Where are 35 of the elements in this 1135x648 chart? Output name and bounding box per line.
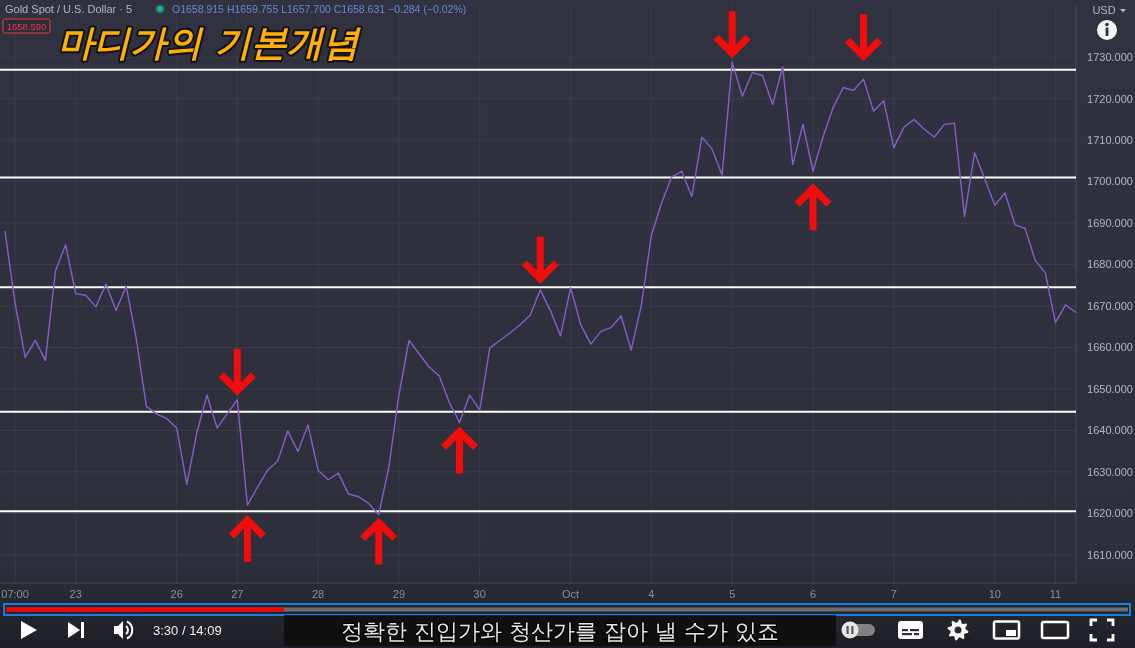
x-tick-label: 27: [231, 588, 244, 600]
y-tick-label: 1650.000: [1087, 382, 1133, 395]
x-tick-label: 26: [170, 588, 183, 600]
x-tick-label: 07:00: [1, 588, 29, 600]
y-tick-label: 1710.000: [1087, 134, 1133, 147]
y-tick-label: 1670.000: [1087, 299, 1133, 312]
x-tick-label: 28: [311, 588, 325, 600]
y-tick-label: 1640.000: [1087, 424, 1133, 437]
y-tick-label: 1660.000: [1087, 341, 1133, 354]
y-axis-title: USD: [1092, 4, 1116, 16]
x-tick-label: 6: [809, 588, 817, 600]
y-tick-label: 1730.000: [1087, 51, 1133, 64]
text: 마디가의 기본개념: [58, 22, 361, 63]
y-tick-label: 1630.000: [1087, 465, 1133, 478]
x-tick-label: 30: [473, 588, 486, 600]
chart-subtitle: Gold Spot / U.S. Dollar · 5: [5, 3, 133, 15]
line-series: [4, 61, 1077, 516]
x-tick-label: 5: [729, 588, 736, 600]
text: 3:30 / 14:09: [153, 623, 222, 638]
x-tick-label: 11: [1049, 588, 1062, 600]
y-tick-label: 1720.000: [1087, 92, 1133, 105]
x-tick-label: Oct: [562, 588, 580, 600]
y-tick-label: 1690.000: [1087, 216, 1133, 229]
x-tick-label: 4: [648, 588, 655, 600]
x-tick-label: 10: [988, 588, 1001, 600]
y-tick-label: 1700.000: [1087, 175, 1133, 188]
x-tick-label: 23: [69, 588, 82, 600]
annotation: 1658.590: [6, 20, 47, 32]
y-tick-label: 1620.000: [1087, 507, 1133, 520]
y-tick-label: 1680.000: [1087, 258, 1133, 271]
x-tick-label: 29: [392, 588, 406, 600]
annotation: O1658.915 H1659.755 L1657.700 C1658.631 −0.284 (−0.02%): [172, 3, 467, 15]
x-tick-label: 7: [890, 588, 897, 600]
text: 정확한 진입가와 청산가를 잡아 낼 수가 있죠: [341, 619, 779, 644]
y-tick-label: 1610.000: [1087, 548, 1133, 561]
